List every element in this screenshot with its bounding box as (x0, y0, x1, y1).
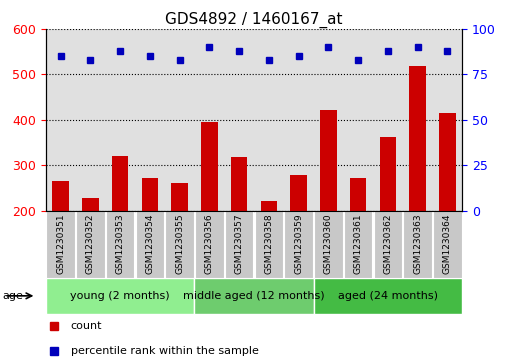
Bar (82, 198, 99, 211)
Bar (344, 211, 372, 278)
Bar (225, 211, 253, 278)
Text: middle aged (12 months): middle aged (12 months) (183, 291, 325, 301)
Bar (313, 278, 462, 314)
Text: age: age (3, 291, 23, 301)
Text: GSM1230360: GSM1230360 (324, 214, 333, 274)
Text: GSM1230353: GSM1230353 (116, 214, 124, 274)
Text: GSM1230364: GSM1230364 (443, 214, 452, 274)
Bar (136, 211, 164, 278)
Bar (76, 211, 105, 278)
Text: GSM1230363: GSM1230363 (413, 214, 422, 274)
Bar (439, 113, 456, 211)
Bar (201, 122, 217, 211)
Title: GDS4892 / 1460167_at: GDS4892 / 1460167_at (165, 12, 343, 28)
Bar (106, 211, 135, 278)
Text: young (2 months): young (2 months) (70, 291, 170, 301)
Bar (52, 181, 69, 211)
Bar (291, 175, 307, 211)
Bar (409, 66, 426, 211)
Text: GSM1230359: GSM1230359 (294, 214, 303, 274)
Bar (373, 211, 402, 278)
Text: aged (24 months): aged (24 months) (338, 291, 438, 301)
Text: GSM1230351: GSM1230351 (56, 214, 65, 274)
Bar (320, 110, 337, 211)
Text: GSM1230356: GSM1230356 (205, 214, 214, 274)
Bar (350, 178, 366, 211)
Bar (231, 157, 247, 211)
Bar (255, 211, 283, 278)
Bar (314, 211, 343, 278)
Bar (112, 156, 129, 211)
Bar (379, 137, 396, 211)
Text: GSM1230355: GSM1230355 (175, 214, 184, 274)
Bar (195, 211, 224, 278)
Text: GSM1230352: GSM1230352 (86, 214, 95, 274)
Bar (142, 178, 158, 211)
Text: GSM1230362: GSM1230362 (384, 214, 392, 274)
Bar (284, 211, 313, 278)
Bar (165, 211, 194, 278)
Text: GSM1230357: GSM1230357 (235, 214, 244, 274)
Text: percentile rank within the sample: percentile rank within the sample (71, 346, 259, 356)
Text: GSM1230358: GSM1230358 (264, 214, 273, 274)
Bar (46, 278, 195, 314)
Bar (433, 211, 462, 278)
Bar (46, 211, 75, 278)
Bar (403, 211, 432, 278)
Bar (195, 278, 313, 314)
Text: GSM1230354: GSM1230354 (145, 214, 154, 274)
Bar (171, 183, 188, 211)
Text: count: count (71, 321, 102, 331)
Bar (261, 200, 277, 211)
Text: GSM1230361: GSM1230361 (354, 214, 363, 274)
